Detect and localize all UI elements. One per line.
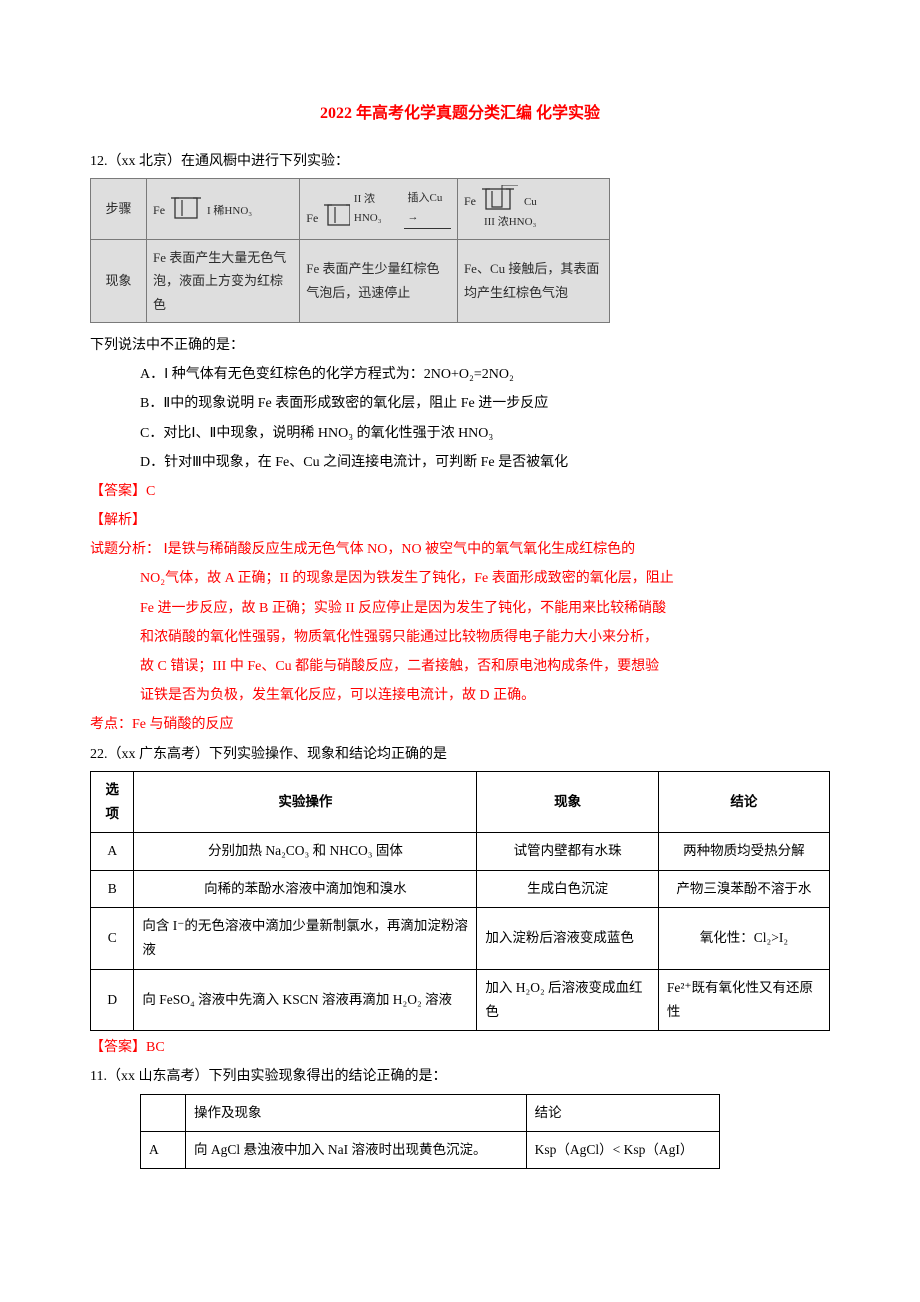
fe-label: Fe bbox=[153, 200, 165, 222]
q12-stem: 下列说法中不正确的是： bbox=[90, 333, 830, 358]
q12-header: 12.（xx 北京）在通风橱中进行下列实验： bbox=[90, 149, 830, 174]
ph-cell: 加入 H₂O₂ 后溶液变成血红色 bbox=[477, 969, 658, 1031]
th-conclusion: 结论 bbox=[526, 1094, 719, 1131]
opt-cell: C bbox=[91, 907, 134, 969]
th-blank bbox=[141, 1094, 186, 1131]
phen-2: Fe 表面产生少量红棕色气泡后，迅速停止 bbox=[300, 239, 458, 322]
cc-cell: 氧化性：Cl₂>I₂ bbox=[658, 907, 829, 969]
analysis-body: Ⅰ是铁与稀硝酸反应生成无色气体 NO，NO 被空气中的氧气氧化生成红棕色的 bbox=[164, 542, 636, 557]
q22-header: 22.（xx 广东高考）下列实验操作、现象和结论均正确的是 bbox=[90, 742, 830, 767]
opt-cell: B bbox=[91, 870, 134, 907]
q12-analysis-line: NO₂气体，故 A 正确；II 的现象是因为铁发生了钝化，Fe 表面形成致密的氧… bbox=[90, 566, 830, 591]
step-2: Fe II 浓HNO₃ 插入Cu → bbox=[300, 178, 458, 239]
q22-answer: 【答案】BC bbox=[90, 1035, 830, 1060]
phen-1: Fe 表面产生大量无色气泡，液面上方变为红棕色 bbox=[147, 239, 300, 322]
q11-table: 操作及现象 结论 A 向 AgCl 悬浊液中加入 NaI 溶液时出现黄色沉淀。 … bbox=[140, 1094, 720, 1170]
step3-label: III 浓HNO₃ bbox=[464, 213, 603, 233]
ph-cell: 加入淀粉后溶液变成蓝色 bbox=[477, 907, 658, 969]
arrow-label: 插入Cu → bbox=[404, 189, 451, 230]
table-row: 选项 实验操作 现象 结论 bbox=[91, 771, 830, 833]
table-row: 现象 Fe 表面产生大量无色气泡，液面上方变为红棕色 Fe 表面产生少量红棕色气… bbox=[91, 239, 610, 322]
table-row: A 分别加热 Na₂CO₃ 和 NHCO₃ 固体 试管内壁都有水珠 两种物质均受… bbox=[91, 833, 830, 870]
op-cell: 分别加热 Na₂CO₃ 和 NHCO₃ 固体 bbox=[134, 833, 477, 870]
q12-option-b: B．Ⅱ中的现象说明 Fe 表面形成致密的氧化层，阻止 Fe 进一步反应 bbox=[90, 391, 830, 416]
beaker-icon bbox=[480, 185, 520, 213]
q11-header: 11.（xx 山东高考）下列由实验现象得出的结论正确的是： bbox=[90, 1064, 830, 1089]
cc-cell: 产物三溴苯酚不溶于水 bbox=[658, 870, 829, 907]
q12-answer: 【答案】C bbox=[90, 479, 830, 504]
table-row: C 向含 I⁻的无色溶液中滴加少量新制氯水，再滴加淀粉溶液 加入淀粉后溶液变成蓝… bbox=[91, 907, 830, 969]
op-cell: 向 AgCl 悬浊液中加入 NaI 溶液时出现黄色沉淀。 bbox=[186, 1131, 527, 1168]
op-cell: 向 FeSO₄ 溶液中先滴入 KSCN 溶液再滴加 H₂O₂ 溶液 bbox=[134, 969, 477, 1031]
opt-cell: A bbox=[91, 833, 134, 870]
table-row: 步骤 Fe I 稀HNO₃ Fe bbox=[91, 178, 610, 239]
table-row: A 向 AgCl 悬浊液中加入 NaI 溶液时出现黄色沉淀。 Ksp（AgCl）… bbox=[141, 1131, 720, 1168]
th-conclusion: 结论 bbox=[658, 771, 829, 833]
q12-analysis: 试题分析： Ⅰ是铁与稀硝酸反应生成无色气体 NO，NO 被空气中的氧气氧化生成红… bbox=[90, 537, 830, 562]
opt-cell: A bbox=[141, 1131, 186, 1168]
q12-kaodian: 考点：Fe 与硝酸的反应 bbox=[90, 712, 830, 737]
analysis-head: 试题分析： bbox=[90, 542, 160, 557]
beaker-icon bbox=[169, 196, 203, 222]
q12-option-a: A．Ⅰ 种气体有无色变红棕色的化学方程式为：2NO+O₂=2NO₂ bbox=[90, 362, 830, 387]
op-cell: 向稀的苯酚水溶液中滴加饱和溴水 bbox=[134, 870, 477, 907]
th-operation: 实验操作 bbox=[134, 771, 477, 833]
table-row: B 向稀的苯酚水溶液中滴加饱和溴水 生成白色沉淀 产物三溴苯酚不溶于水 bbox=[91, 870, 830, 907]
cc-cell: 两种物质均受热分解 bbox=[658, 833, 829, 870]
th-phenomenon: 现象 bbox=[477, 771, 658, 833]
ph-cell: 试管内壁都有水珠 bbox=[477, 833, 658, 870]
q12-analysis-line: 故 C 错误；III 中 Fe、Cu 都能与硝酸反应，二者接触，否和原电池构成条… bbox=[90, 654, 830, 679]
cc-cell: Ksp（AgCl）< Ksp（AgI） bbox=[526, 1131, 719, 1168]
q22-table: 选项 实验操作 现象 结论 A 分别加热 Na₂CO₃ 和 NHCO₃ 固体 试… bbox=[90, 771, 830, 1031]
step2-label: II 浓HNO₃ bbox=[354, 190, 394, 230]
phenomena-label: 现象 bbox=[91, 239, 147, 322]
cc-cell: Fe²⁺既有氧化性又有还原性 bbox=[658, 969, 829, 1031]
steps-label: 步骤 bbox=[91, 178, 147, 239]
cu-label: Cu bbox=[524, 193, 537, 213]
step-1: Fe I 稀HNO₃ bbox=[147, 178, 300, 239]
op-cell: 向含 I⁻的无色溶液中滴加少量新制氯水，再滴加淀粉溶液 bbox=[134, 907, 477, 969]
fe-label: Fe bbox=[464, 191, 476, 213]
fe-label: Fe bbox=[306, 208, 318, 230]
th-option: 选项 bbox=[91, 771, 134, 833]
phen-3: Fe、Cu 接触后，其表面均产生红棕色气泡 bbox=[457, 239, 609, 322]
step1-label: I 稀HNO₃ bbox=[207, 202, 252, 222]
q12-steps-table: 步骤 Fe I 稀HNO₃ Fe bbox=[90, 178, 610, 323]
q12-analysis-label: 【解析】 bbox=[90, 508, 830, 533]
th-operation: 操作及现象 bbox=[186, 1094, 527, 1131]
ph-cell: 生成白色沉淀 bbox=[477, 870, 658, 907]
step-3: Fe Cu III 浓HNO₃ bbox=[457, 178, 609, 239]
q12-analysis-line: 和浓硝酸的氧化性强弱，物质氧化性强弱只能通过比较物质得电子能力大小来分析， bbox=[90, 625, 830, 650]
q12-option-d: D．针对Ⅲ中现象，在 Fe、Cu 之间连接电流计，可判断 Fe 是否被氧化 bbox=[90, 450, 830, 475]
page: 2022 年高考化学真题分类汇编 化学实验 12.（xx 北京）在通风橱中进行下… bbox=[0, 0, 920, 1302]
q12-option-c: C．对比Ⅰ、Ⅱ中现象，说明稀 HNO₃ 的氧化性强于浓 HNO₃ bbox=[90, 421, 830, 446]
q12-analysis-line: Fe 进一步反应，故 B 正确；实验 II 反应停止是因为发生了钝化，不能用来比… bbox=[90, 596, 830, 621]
table-row: D 向 FeSO₄ 溶液中先滴入 KSCN 溶液再滴加 H₂O₂ 溶液 加入 H… bbox=[91, 969, 830, 1031]
table-row: 操作及现象 结论 bbox=[141, 1094, 720, 1131]
doc-title: 2022 年高考化学真题分类汇编 化学实验 bbox=[90, 100, 830, 129]
beaker-icon bbox=[322, 203, 350, 229]
opt-cell: D bbox=[91, 969, 134, 1031]
q12-analysis-line: 证铁是否为负极，发生氧化反应，可以连接电流计，故 D 正确。 bbox=[90, 683, 830, 708]
